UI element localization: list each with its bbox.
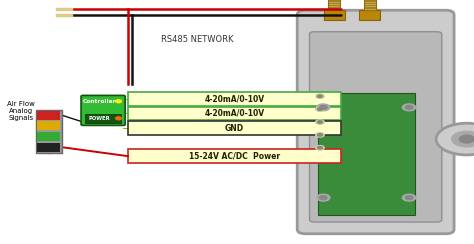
Bar [328, 1, 340, 3]
Circle shape [405, 196, 413, 200]
Circle shape [318, 147, 322, 149]
Bar [36, 110, 62, 152]
Circle shape [319, 196, 327, 200]
Text: GND: GND [225, 124, 244, 132]
Circle shape [459, 135, 474, 143]
Circle shape [316, 133, 324, 137]
Circle shape [317, 194, 330, 201]
Bar [37, 142, 60, 152]
FancyBboxPatch shape [81, 95, 125, 125]
Bar [364, 8, 376, 10]
Bar [37, 132, 60, 141]
Text: 4-20mA/0-10V: 4-20mA/0-10V [205, 94, 264, 103]
Circle shape [402, 104, 416, 111]
Circle shape [452, 131, 474, 147]
Text: 15-24V AC/DC  Power: 15-24V AC/DC Power [189, 152, 280, 161]
Text: 4-20mA/0-10V: 4-20mA/0-10V [205, 109, 264, 118]
Circle shape [316, 120, 324, 124]
Bar [364, 5, 376, 7]
Bar [328, 8, 340, 10]
Bar [328, 5, 340, 7]
Bar [364, 0, 376, 10]
Bar [85, 114, 121, 123]
Circle shape [316, 146, 324, 150]
Bar [328, 0, 340, 10]
Bar [37, 121, 60, 130]
Circle shape [318, 134, 322, 136]
Text: Controller: Controller [83, 99, 117, 104]
Bar [128, 92, 341, 105]
Circle shape [316, 107, 324, 111]
Circle shape [316, 94, 324, 98]
Bar [128, 149, 341, 163]
Bar [37, 111, 60, 120]
Circle shape [317, 104, 330, 111]
Circle shape [402, 194, 416, 201]
Bar [128, 122, 341, 135]
Circle shape [318, 108, 322, 110]
Text: RS485 NETWORK: RS485 NETWORK [161, 35, 234, 43]
Circle shape [318, 121, 322, 123]
FancyBboxPatch shape [297, 10, 454, 234]
Circle shape [116, 100, 121, 103]
Bar [128, 107, 341, 120]
Text: POWER: POWER [88, 116, 110, 121]
Circle shape [318, 95, 322, 97]
Circle shape [405, 105, 413, 109]
Bar [324, 10, 345, 20]
Circle shape [116, 117, 121, 120]
Circle shape [319, 105, 327, 109]
Bar [359, 10, 380, 20]
FancyBboxPatch shape [310, 32, 442, 222]
Bar [318, 93, 415, 215]
Text: Air Flow
Analog
Signals: Air Flow Analog Signals [8, 101, 35, 121]
Bar [364, 1, 376, 3]
Circle shape [436, 123, 474, 155]
